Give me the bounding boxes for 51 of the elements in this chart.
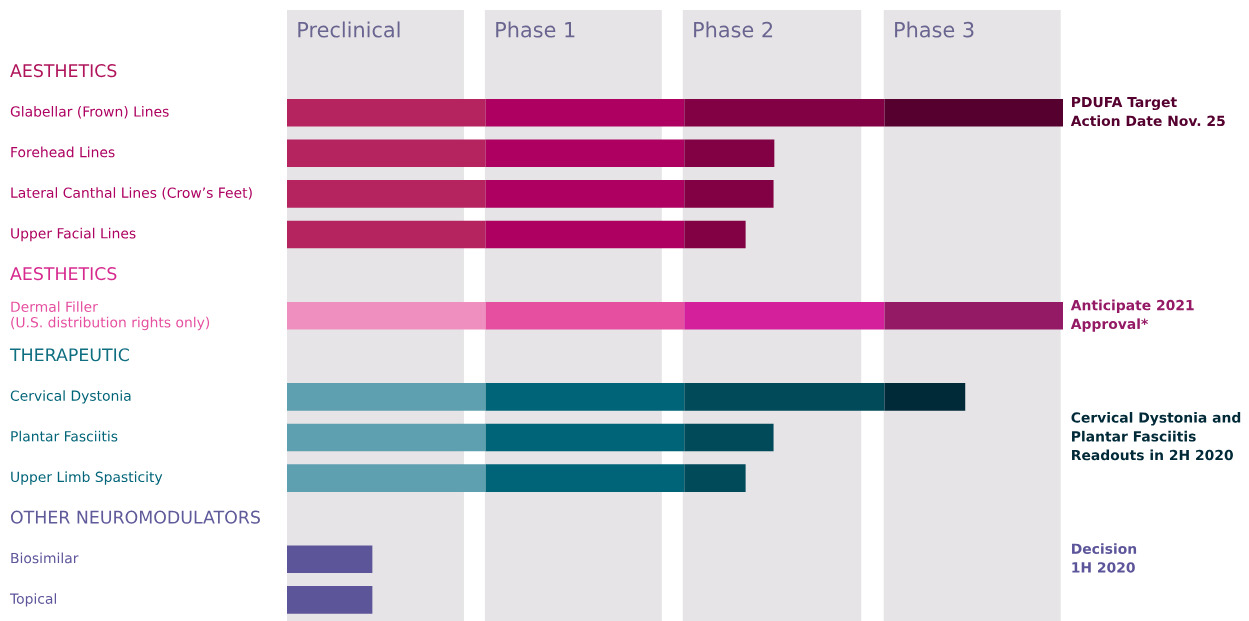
band-label: Phase 3 <box>895 21 974 38</box>
bar <box>884 98 1063 127</box>
bar <box>485 301 685 330</box>
bar <box>485 220 685 249</box>
bar <box>684 464 746 492</box>
band-label: Preclinical <box>298 21 400 38</box>
bar <box>287 423 486 452</box>
bar <box>287 220 486 249</box>
bar <box>485 383 685 411</box>
bar <box>287 139 486 168</box>
text: Anticipate 2021 Approval* <box>1070 299 1194 332</box>
bar <box>485 180 685 208</box>
bar <box>684 301 885 330</box>
bar <box>684 98 885 127</box>
y-tick-label: OTHER NEUROMODULATORS <box>10 510 260 524</box>
bar <box>287 545 373 574</box>
y-tick-label: Topical <box>9 593 56 607</box>
y-tick-label: Upper Facial Lines <box>11 227 136 242</box>
bar <box>287 383 486 411</box>
bar <box>287 301 486 330</box>
bar <box>684 423 774 452</box>
band-label: Phase 1 <box>496 21 575 38</box>
text: Decision 1H 2020 <box>1072 543 1137 573</box>
y-tick-label: Cervical Dystonia <box>10 390 131 404</box>
y-tick-label: Glabellar (Frown) Lines <box>10 105 169 119</box>
y-tick-label: THERAPEUTIC <box>9 348 129 362</box>
y-tick-label: Biosimilar <box>11 552 79 564</box>
bar <box>884 383 966 411</box>
y-tick-label: Upper Limb Spasticity <box>11 471 163 485</box>
text: PDUFA Target Action Date Nov. 25 <box>1070 96 1225 127</box>
text: Cervical Dystonia and Plantar Fasciitis Readouts in 2H 2020 <box>1071 412 1241 461</box>
y-tick-label: Lateral Canthal Lines (Crow’s Feet) <box>11 187 252 200</box>
y-tick-label: AESTHETICS <box>10 267 117 281</box>
y-tick-label: Plantar Fasciitis <box>11 430 118 442</box>
y-tick-label: Dermal Filler (U.S. distribution rights only) <box>11 301 210 331</box>
bar <box>287 464 486 492</box>
bar <box>485 98 685 127</box>
bar <box>485 139 685 168</box>
bar <box>485 464 685 492</box>
y-tick-label: AESTHETICS <box>10 64 117 78</box>
bar <box>485 423 685 452</box>
bar <box>684 220 746 249</box>
band-label: Phase 2 <box>694 21 773 38</box>
bar <box>287 180 486 208</box>
y-tick-label: Forehead Lines <box>11 146 115 158</box>
bar <box>684 180 774 208</box>
bar <box>287 586 373 614</box>
bar <box>884 301 1063 330</box>
bar <box>684 383 885 411</box>
bar <box>684 139 775 168</box>
bar <box>287 98 486 127</box>
